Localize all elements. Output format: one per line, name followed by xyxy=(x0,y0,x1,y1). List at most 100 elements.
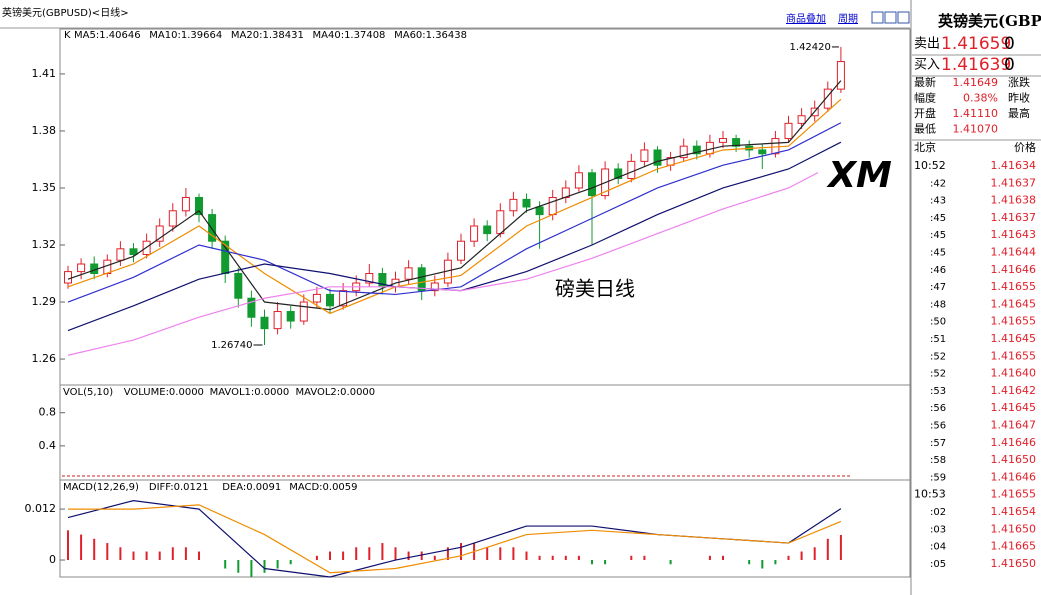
logo: XM xyxy=(818,155,902,197)
macd-bar xyxy=(263,560,266,573)
toolbar-icons[interactable] xyxy=(871,11,910,24)
y-tick-label: 1.29 xyxy=(32,295,57,308)
legend-entry: K xyxy=(64,30,71,41)
macd-bar xyxy=(106,543,109,561)
candle-body xyxy=(129,248,138,256)
info-value: 1.41649 xyxy=(953,76,999,89)
candle-body xyxy=(732,138,741,147)
macd-bar xyxy=(512,547,515,561)
macd-bar xyxy=(224,560,227,569)
candle-body xyxy=(574,172,583,189)
macd-bar xyxy=(748,560,751,565)
logo-text: XM xyxy=(826,155,892,196)
macd-bar xyxy=(774,560,777,565)
tick-time: :05 xyxy=(930,559,946,570)
macd-bar xyxy=(708,555,711,561)
tick-price: 1.41644 xyxy=(991,246,1037,259)
candle-body xyxy=(247,297,256,318)
tick-time: :46 xyxy=(930,265,946,276)
tick-time: :45 xyxy=(930,248,946,259)
candle-body xyxy=(784,122,793,140)
candle-body xyxy=(535,206,544,216)
legend-entry: MAVOL2:0.0000 xyxy=(296,387,376,398)
tick-price: 1.41650 xyxy=(991,557,1037,570)
macd-bar xyxy=(355,547,358,561)
macd-bar xyxy=(407,551,410,561)
candle-body xyxy=(312,293,321,303)
macd-bar xyxy=(289,560,292,565)
tick-time: :42 xyxy=(930,178,946,189)
candle-body xyxy=(653,149,662,166)
candle-body xyxy=(679,145,688,159)
macd-bar xyxy=(184,547,187,561)
candle-body xyxy=(417,267,426,292)
panel-title: 英镑美元(GBPUSD) xyxy=(938,12,1041,30)
tick-price: 1.41646 xyxy=(991,263,1037,276)
info-value: 1.41110 xyxy=(953,107,999,120)
macd-bar xyxy=(381,543,384,561)
tick-price: 1.41637 xyxy=(991,211,1037,224)
y-tick-label: 1.41 xyxy=(32,67,57,80)
tick-time: :45 xyxy=(930,230,946,241)
macd-bar xyxy=(171,547,174,561)
indicator-line xyxy=(67,160,842,356)
candle-body xyxy=(365,273,374,284)
info-value: 1.41070 xyxy=(953,123,999,136)
macd-bar xyxy=(276,560,279,569)
y-tick-label: 0.012 xyxy=(25,502,57,515)
candle-body xyxy=(797,115,806,124)
info-label: 昨收 xyxy=(1008,91,1030,105)
tick-price: 1.41642 xyxy=(991,384,1037,397)
tick-price: 1.41655 xyxy=(991,349,1037,362)
info-label: 最新 xyxy=(914,75,936,89)
candle-body xyxy=(771,138,780,155)
tick-time: :43 xyxy=(930,196,946,207)
tick-time: 10:52 xyxy=(914,159,946,172)
candle-body xyxy=(457,240,465,261)
tick-time: :56 xyxy=(930,421,946,432)
tick-price: 1.41645 xyxy=(991,297,1037,310)
macd-bar xyxy=(250,560,253,577)
candle-body xyxy=(234,273,243,299)
tick-time: :51 xyxy=(930,334,946,345)
tick-time: :02 xyxy=(930,507,946,518)
candle-body xyxy=(823,88,832,109)
macd-bar xyxy=(800,551,803,561)
info-label: 最低 xyxy=(914,123,936,136)
tick-time: :52 xyxy=(930,369,946,380)
period-link[interactable]: 周期 xyxy=(838,13,858,25)
legend-entry: MA60:1.36438 xyxy=(394,30,467,41)
sell-price: 1.41659 xyxy=(941,34,1011,54)
macd-bar xyxy=(158,551,161,561)
y-tick-label: 1.38 xyxy=(32,124,57,137)
macd-bar xyxy=(839,534,842,561)
legend-entry: MA40:1.37408 xyxy=(313,30,386,41)
info-label: 幅度 xyxy=(914,91,936,105)
macd-bar xyxy=(551,555,554,561)
candle-body xyxy=(614,168,623,179)
macd-bar xyxy=(420,551,423,561)
info-label: 开盘 xyxy=(914,106,936,120)
candle-body xyxy=(470,225,479,242)
candle-body xyxy=(588,172,596,197)
overlay-link[interactable]: 商品叠加 xyxy=(786,12,826,25)
y-tick-label: 0.4 xyxy=(39,439,57,452)
tick-price: 1.41634 xyxy=(991,159,1037,172)
chart-frame xyxy=(59,28,911,578)
tick-time: :47 xyxy=(930,282,946,293)
tick-time: :50 xyxy=(930,317,946,328)
candle-body xyxy=(483,225,492,235)
indicator-line xyxy=(67,122,842,303)
legend-entry: MA10:1.39664 xyxy=(149,30,222,41)
tick-price: 1.41665 xyxy=(991,540,1037,553)
window-title: 英镑美元(GBPUSD)<日线> xyxy=(2,6,129,19)
candle-body xyxy=(836,61,845,90)
sell-label: 卖出 xyxy=(914,37,940,52)
candle-body xyxy=(496,210,505,235)
macd-bar xyxy=(813,547,816,561)
info-label: 最高 xyxy=(1008,106,1030,120)
y-tick-label: 1.32 xyxy=(32,238,57,251)
candle-body xyxy=(719,138,727,143)
